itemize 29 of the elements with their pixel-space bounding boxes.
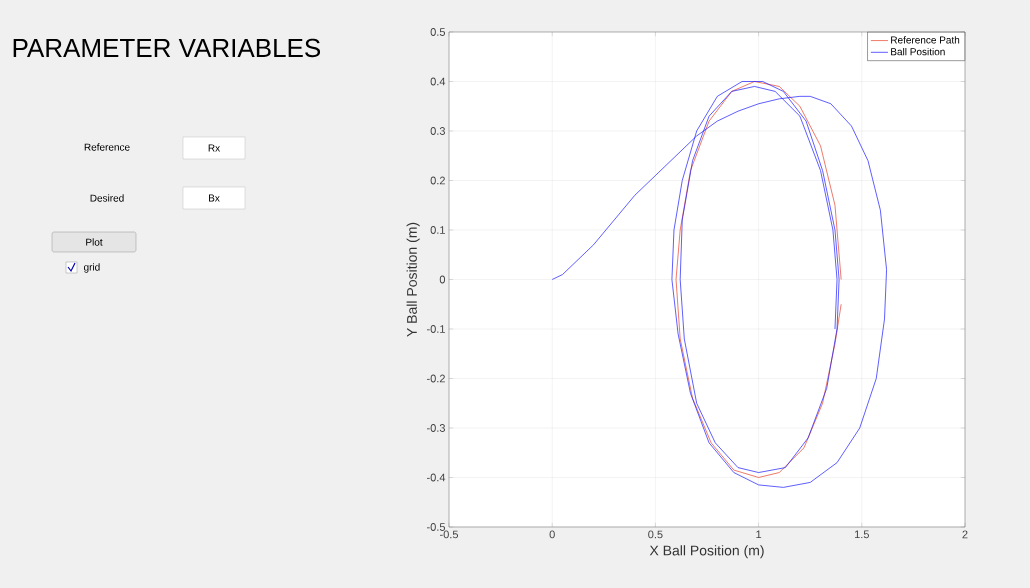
text: Plot bbox=[86, 238, 103, 246]
y-tick-label: -0.1 bbox=[427, 325, 445, 333]
y-tick-label: -0.3 bbox=[427, 424, 445, 432]
x-tick-label: -0.5 bbox=[440, 530, 459, 539]
y-tick-label: -0.5 bbox=[427, 523, 445, 531]
x-tick-label: 0 bbox=[549, 530, 555, 539]
x-tick-label: 1.5 bbox=[854, 530, 869, 539]
x-tick-label: 2 bbox=[962, 530, 968, 539]
text: Desired bbox=[90, 194, 124, 202]
y-tick-label: -0.4 bbox=[427, 473, 446, 482]
y-tick-label: 0.2 bbox=[430, 176, 445, 185]
x-tick-label: 0.5 bbox=[648, 530, 663, 539]
legend-label: Reference Path bbox=[891, 36, 960, 44]
legend-label: Ball Position bbox=[891, 47, 945, 56]
y-tick-label: 0.5 bbox=[430, 28, 445, 36]
y-tick-label: 0.3 bbox=[430, 127, 445, 135]
text: grid bbox=[83, 263, 100, 273]
text: Reference bbox=[84, 143, 130, 151]
y-tick-label: 0 bbox=[439, 275, 446, 284]
y-axis-title: Y Ball Position (m) bbox=[406, 222, 420, 337]
y-tick-label: 0.1 bbox=[430, 226, 445, 234]
text: Bx bbox=[208, 194, 220, 202]
y-tick-label: -0.2 bbox=[427, 374, 445, 383]
text: Rx bbox=[208, 144, 221, 152]
x-axis-title: X Ball Position (m) bbox=[649, 545, 764, 559]
text: PARAMETER VARIABLES bbox=[13, 38, 321, 58]
y-tick-label: 0.4 bbox=[430, 77, 446, 86]
line-series bbox=[675, 81, 842, 478]
x-tick-label: 1 bbox=[756, 530, 762, 539]
